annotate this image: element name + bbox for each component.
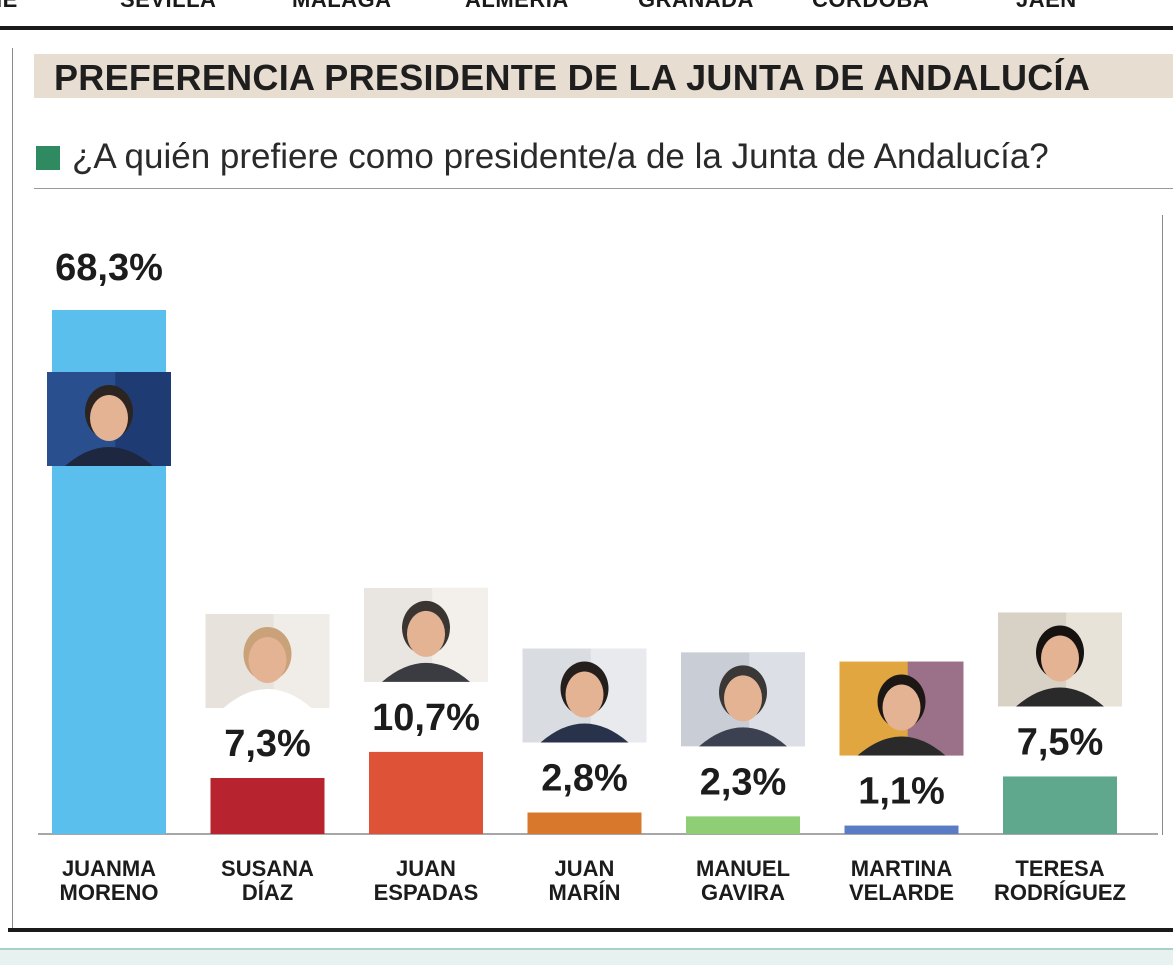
category-label: JUAN bbox=[396, 856, 456, 881]
category-label: MARTINA bbox=[851, 856, 953, 881]
category-label: MORENO bbox=[60, 880, 159, 905]
portrait-shoulders bbox=[540, 723, 629, 743]
category-label: JUAN bbox=[555, 856, 615, 881]
bar bbox=[210, 777, 325, 834]
category-label: JUANMA bbox=[62, 856, 156, 881]
legend-square-icon bbox=[36, 146, 60, 170]
category-label: MANUEL bbox=[696, 856, 790, 881]
teresa-rodriguez-portrait-icon bbox=[998, 612, 1122, 707]
juan-espadas-portrait-icon bbox=[364, 587, 488, 682]
question-divider bbox=[34, 188, 1173, 189]
value-label: 2,8% bbox=[541, 758, 628, 800]
martina-velarde-portrait-icon bbox=[839, 661, 964, 756]
category-label: SUSANA bbox=[221, 856, 314, 881]
portrait-face bbox=[1041, 635, 1079, 682]
category-label: RODRÍGUEZ bbox=[994, 880, 1126, 905]
portrait-shoulders bbox=[1016, 687, 1104, 707]
portrait-face bbox=[407, 610, 445, 657]
value-label: 2,3% bbox=[700, 761, 787, 803]
value-label: 10,7% bbox=[372, 697, 480, 739]
nav-item[interactable]: CÓRDOBA bbox=[812, 0, 929, 13]
value-label: 1,1% bbox=[858, 771, 945, 813]
bottom-divider bbox=[8, 928, 1173, 932]
portrait-shoulders bbox=[857, 736, 946, 756]
question-text: ¿A quién prefiere como presidente/a de l… bbox=[72, 137, 1049, 176]
manuel-gavira-portrait-icon bbox=[681, 652, 805, 747]
nav-item[interactable]: ALMERÍA bbox=[465, 0, 569, 13]
nav-item[interactable]: GRANADA bbox=[638, 0, 754, 13]
category-label: ESPADAS bbox=[374, 880, 479, 905]
portrait-shoulders bbox=[223, 688, 312, 708]
category-label: TERESA bbox=[1015, 856, 1104, 881]
portrait-shoulders bbox=[699, 727, 787, 747]
portrait-face bbox=[248, 636, 287, 683]
top-navigation: IE SEVILLA MÁLAGA ALMERÍA GRANADA CÓRDOB… bbox=[0, 0, 1173, 30]
nav-item[interactable]: IE bbox=[0, 0, 18, 13]
value-label: 7,3% bbox=[224, 723, 311, 765]
value-label: 68,3% bbox=[55, 247, 163, 289]
portrait-shoulders bbox=[65, 447, 153, 466]
category-label: DÍAZ bbox=[242, 880, 293, 905]
right-divider bbox=[1162, 215, 1163, 835]
chart-title: PREFERENCIA PRESIDENTE DE LA JUNTA DE AN… bbox=[54, 57, 1091, 98]
bar bbox=[844, 825, 959, 834]
bar bbox=[369, 751, 483, 834]
bottom-accent-line bbox=[0, 948, 1173, 950]
title-band: PREFERENCIA PRESIDENTE DE LA JUNTA DE AN… bbox=[34, 54, 1173, 98]
bottom-band bbox=[0, 950, 1173, 965]
nav-item[interactable]: JAÉN bbox=[1016, 0, 1077, 13]
portrait-shoulders bbox=[382, 662, 470, 682]
portrait-face bbox=[724, 675, 762, 722]
susana-diaz-portrait-icon bbox=[205, 613, 330, 708]
juan-marin-portrait-icon bbox=[522, 648, 647, 743]
juanma-moreno-portrait-icon bbox=[47, 372, 171, 466]
bar bbox=[527, 812, 642, 834]
category-label: VELARDE bbox=[849, 880, 954, 905]
category-label: MARÍN bbox=[548, 880, 620, 905]
portrait-face bbox=[90, 395, 128, 441]
value-label: 7,5% bbox=[1017, 721, 1104, 763]
left-divider bbox=[12, 48, 13, 928]
nav-item[interactable]: MÁLAGA bbox=[292, 0, 392, 13]
bar bbox=[686, 816, 800, 834]
portrait-face bbox=[882, 684, 921, 731]
bar bbox=[1003, 776, 1117, 834]
portrait-face bbox=[565, 671, 604, 718]
category-label: GAVIRA bbox=[701, 880, 785, 905]
nav-item[interactable]: SEVILLA bbox=[120, 0, 216, 13]
